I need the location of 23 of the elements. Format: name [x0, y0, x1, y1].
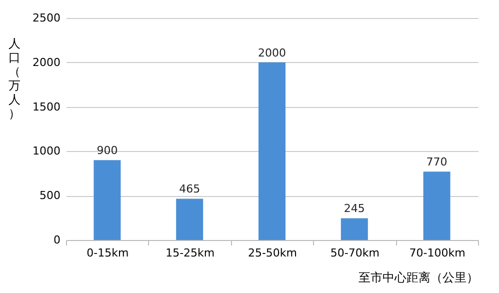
- data-label: 2000: [258, 46, 286, 60]
- x-tick-label: 0-15km: [86, 246, 129, 260]
- y-tick-label: 1500: [32, 100, 60, 114]
- bar: [176, 198, 204, 240]
- x-tick-label: 25-50km: [248, 246, 298, 260]
- x-tick-label: 70-100km: [409, 246, 466, 260]
- data-label: 770: [426, 156, 448, 169]
- y-tick-label: 500: [40, 189, 60, 202]
- y-tick-label: 2500: [32, 12, 60, 24]
- y-tick-label: 2000: [32, 56, 60, 69]
- data-label: 900: [96, 144, 118, 158]
- bar: [94, 160, 121, 240]
- bar: [258, 62, 286, 240]
- y-axis-title: 人口（万人）: [8, 36, 20, 120]
- x-tick-label: 15-25km: [166, 246, 215, 260]
- y-tick-label: 1000: [32, 144, 60, 158]
- y-tick-label: 0: [54, 234, 60, 246]
- data-label: 465: [179, 182, 200, 196]
- x-tick-label: 50-70km: [330, 246, 380, 260]
- bar: [340, 218, 368, 240]
- bar: [423, 172, 450, 240]
- data-label: 245: [344, 202, 365, 216]
- x-axis-title: 至市中心距离（公里）: [358, 270, 478, 284]
